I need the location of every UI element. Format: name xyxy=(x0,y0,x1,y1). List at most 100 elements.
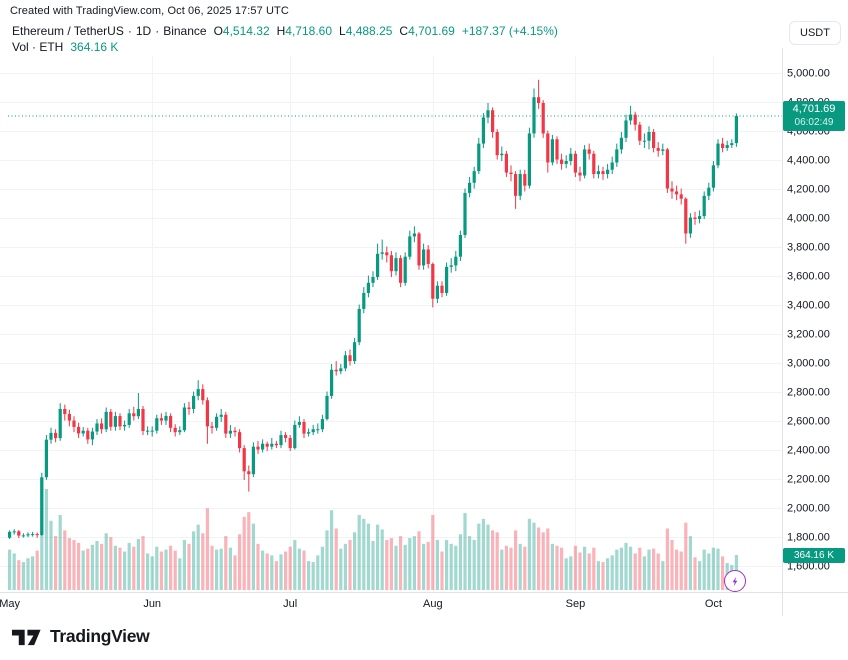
candle[interactable] xyxy=(178,430,182,433)
candle[interactable] xyxy=(573,153,577,173)
candle[interactable] xyxy=(633,114,637,125)
candle[interactable] xyxy=(164,415,168,421)
candle[interactable] xyxy=(440,285,444,293)
candle[interactable] xyxy=(509,172,513,175)
candle[interactable] xyxy=(182,407,186,431)
candle[interactable] xyxy=(431,263,435,299)
candle[interactable] xyxy=(638,124,642,141)
candle[interactable] xyxy=(201,389,205,401)
candle[interactable] xyxy=(325,395,329,420)
candle[interactable] xyxy=(297,422,301,425)
candle[interactable] xyxy=(670,188,674,192)
candle[interactable] xyxy=(49,432,53,440)
candle[interactable] xyxy=(376,253,380,278)
candle[interactable] xyxy=(279,435,283,446)
candle[interactable] xyxy=(21,535,25,537)
tradingview-logo-icon[interactable] xyxy=(11,627,42,647)
candle[interactable] xyxy=(284,435,288,438)
candle[interactable] xyxy=(688,217,692,234)
candle[interactable] xyxy=(537,97,541,103)
candle[interactable] xyxy=(486,110,490,118)
candle[interactable] xyxy=(661,149,665,151)
candle[interactable] xyxy=(54,432,58,439)
candle[interactable] xyxy=(109,411,113,427)
candle[interactable] xyxy=(293,424,297,449)
candle[interactable] xyxy=(302,422,306,434)
candle[interactable] xyxy=(435,285,439,299)
candle[interactable] xyxy=(95,423,99,432)
candle[interactable] xyxy=(58,408,62,439)
candle[interactable] xyxy=(527,133,531,186)
candle[interactable] xyxy=(17,531,21,536)
candle[interactable] xyxy=(334,369,338,372)
candle[interactable] xyxy=(210,426,214,428)
candle[interactable] xyxy=(403,256,407,283)
candle[interactable] xyxy=(330,369,334,396)
candle[interactable] xyxy=(417,233,421,266)
candle[interactable] xyxy=(136,408,140,417)
candle[interactable] xyxy=(619,137,623,150)
candle[interactable] xyxy=(288,437,292,449)
candle[interactable] xyxy=(215,416,219,428)
candle[interactable] xyxy=(320,419,324,430)
candle[interactable] xyxy=(150,430,154,432)
candle[interactable] xyxy=(44,439,48,478)
candle[interactable] xyxy=(141,408,145,431)
candle[interactable] xyxy=(389,255,393,272)
candle[interactable] xyxy=(113,416,117,427)
candle[interactable] xyxy=(675,191,679,195)
candle[interactable] xyxy=(541,103,545,134)
candle[interactable] xyxy=(394,258,398,272)
candle[interactable] xyxy=(555,139,559,160)
candle[interactable] xyxy=(587,149,591,154)
price-axis[interactable]: 5,000.004,800.004,600.004,400.004,200.00… xyxy=(787,67,830,572)
candle[interactable] xyxy=(504,153,508,173)
candle[interactable] xyxy=(8,531,12,538)
candle[interactable] xyxy=(187,407,191,409)
candle[interactable] xyxy=(716,143,720,166)
candle[interactable] xyxy=(357,308,361,343)
candle[interactable] xyxy=(169,415,173,428)
candle[interactable] xyxy=(146,430,150,432)
candle[interactable] xyxy=(514,174,518,196)
candle[interactable] xyxy=(348,355,352,362)
candle[interactable] xyxy=(532,97,536,134)
candle[interactable] xyxy=(592,153,596,175)
candle[interactable] xyxy=(652,132,656,148)
candle[interactable] xyxy=(491,110,495,132)
candle[interactable] xyxy=(265,443,269,447)
candle[interactable] xyxy=(242,448,246,472)
candle[interactable] xyxy=(601,171,605,175)
candle[interactable] xyxy=(316,429,320,431)
candle[interactable] xyxy=(564,161,568,164)
candle[interactable] xyxy=(702,195,706,217)
candle[interactable] xyxy=(458,234,462,257)
candle[interactable] xyxy=(155,418,159,431)
candle[interactable] xyxy=(550,139,554,163)
candle[interactable] xyxy=(12,531,16,533)
candle[interactable] xyxy=(256,446,260,450)
candle[interactable] xyxy=(596,171,600,175)
candle[interactable] xyxy=(578,172,582,176)
candle[interactable] xyxy=(647,132,651,141)
candle[interactable] xyxy=(468,182,472,193)
candle[interactable] xyxy=(569,153,573,161)
candle[interactable] xyxy=(228,430,232,434)
candle[interactable] xyxy=(274,443,278,446)
candle[interactable] xyxy=(472,171,476,183)
candle[interactable] xyxy=(454,256,458,266)
candle[interactable] xyxy=(343,355,347,369)
candle[interactable] xyxy=(311,429,315,433)
symbol-title[interactable]: Ethereum / TetherUS xyxy=(12,24,124,38)
candle[interactable] xyxy=(90,431,94,440)
time-axis[interactable]: May Jun Jul Aug Sep Oct xyxy=(0,598,722,610)
candle[interactable] xyxy=(583,149,587,176)
candle[interactable] xyxy=(81,430,85,434)
candle[interactable] xyxy=(123,424,127,427)
candle[interactable] xyxy=(100,423,104,430)
candle[interactable] xyxy=(412,233,416,237)
candle[interactable] xyxy=(339,368,343,372)
candle[interactable] xyxy=(642,140,646,142)
interval-label[interactable]: 1D xyxy=(135,24,152,38)
candle[interactable] xyxy=(371,277,375,283)
